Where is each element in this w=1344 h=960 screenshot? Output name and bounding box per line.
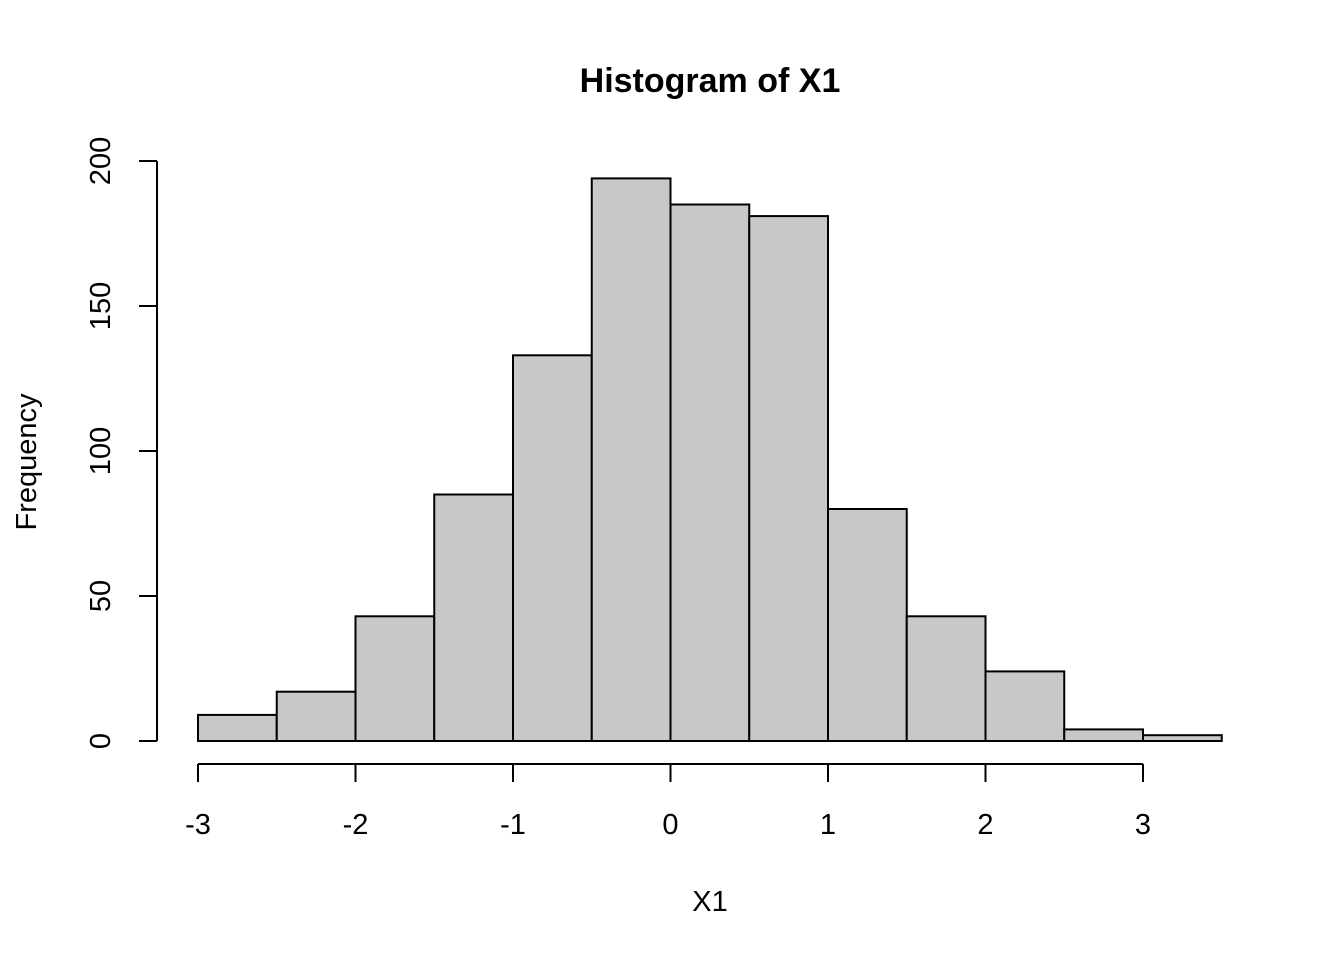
x-axis-ticks: -3 -2 -1 0 1 2 3 bbox=[185, 764, 1151, 841]
histogram-bar-12 bbox=[1142, 734, 1223, 743]
chart-title: Histogram of X1 bbox=[580, 62, 841, 100]
histogram-bar-11 bbox=[1063, 728, 1144, 743]
x-axis-label: X1 bbox=[692, 886, 727, 918]
histogram-bar-7 bbox=[748, 215, 829, 743]
y-axis-ticks: 0 50 100 150 200 bbox=[85, 137, 157, 749]
histogram-bar-10 bbox=[984, 670, 1066, 743]
x-tick-label: 1 bbox=[820, 809, 836, 841]
x-tick-label: -1 bbox=[500, 809, 526, 841]
x-tick-label: -3 bbox=[185, 809, 211, 841]
y-tick-label: 100 bbox=[85, 427, 117, 475]
bars-group bbox=[197, 177, 1223, 743]
histogram-bar-4 bbox=[512, 354, 593, 742]
x-tick-label: 0 bbox=[662, 809, 678, 841]
x-tick-label: 3 bbox=[1135, 809, 1151, 841]
x-tick-label: 2 bbox=[977, 809, 993, 841]
histogram-bar-0 bbox=[197, 713, 278, 743]
y-tick-label: 50 bbox=[85, 580, 117, 612]
histogram-bar-3 bbox=[433, 493, 514, 742]
histogram-bar-6 bbox=[669, 203, 751, 742]
histogram-bar-2 bbox=[354, 615, 436, 742]
histogram-bar-9 bbox=[905, 615, 987, 742]
histogram-bar-8 bbox=[827, 508, 908, 742]
x-tick-label: -2 bbox=[343, 809, 369, 841]
y-axis-label: Frequency bbox=[11, 393, 43, 531]
y-tick-label: 150 bbox=[85, 282, 117, 330]
histogram-bar-1 bbox=[275, 690, 357, 743]
y-tick-label: 200 bbox=[85, 137, 117, 185]
y-tick-label: 0 bbox=[85, 733, 117, 749]
histogram-bar-5 bbox=[590, 177, 672, 742]
